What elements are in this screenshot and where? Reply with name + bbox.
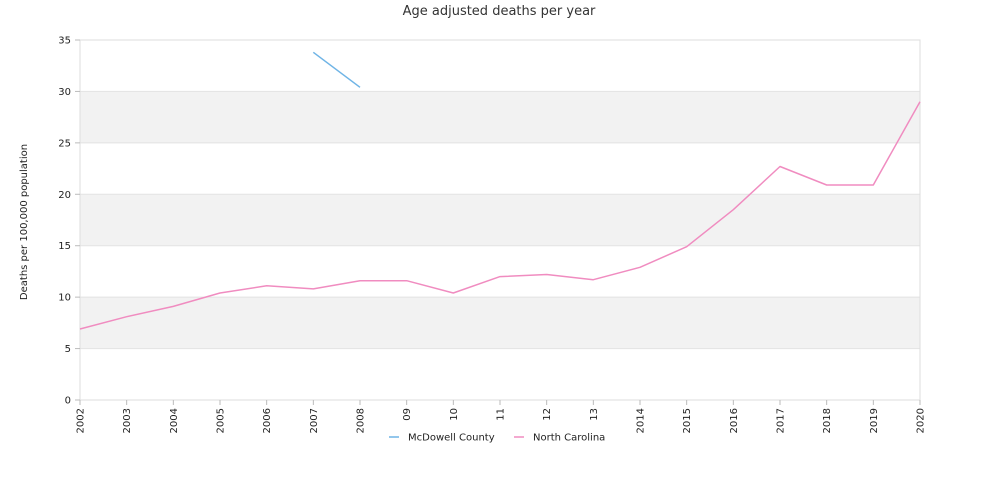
y-tick-label: 0 [65,396,71,407]
x-tick-label: 2005 [216,408,227,433]
x-tick-label: 2014 [636,408,647,433]
x-tick-label: 10 [449,408,460,421]
x-tick-label: 2008 [356,408,367,433]
x-tick-label: 11 [496,408,507,421]
x-tick-label: 2018 [822,408,833,433]
x-tick-label: 2003 [122,408,133,433]
grid-band [80,348,920,400]
legend-label: McDowell County [408,433,495,444]
chart-title: Age adjusted deaths per year [403,4,596,19]
grid-band [80,91,920,143]
x-tick-label: 2006 [262,408,273,433]
x-tick-label: 2016 [729,408,740,433]
grid-bands [80,40,920,400]
x-tick-label: 2007 [309,408,320,433]
legend: McDowell County North Carolina [389,433,605,444]
x-tick-label: 2019 [869,408,880,433]
grid-band [80,245,920,298]
y-tick-label: 35 [58,36,71,47]
grid-lines [80,39,920,401]
x-tick-label: 2002 [76,408,87,433]
y-axis-ticks: 0 5 10 15 20 25 30 35 [58,36,80,407]
y-axis-label: Deaths per 100,000 population [19,144,30,300]
x-tick-label: 2015 [682,408,693,433]
x-tick-label: 2017 [776,408,787,433]
grid-band [80,297,920,349]
x-tick-label: 09 [402,408,413,421]
x-tick-label: 2004 [169,408,180,433]
legend-label: North Carolina [533,433,605,444]
x-axis-ticks: 2002 2003 2004 2005 2006 2007 2008 09 10 11 12 13 20… [76,400,927,433]
x-tick-label: 2020 [916,408,927,433]
series-line-north-carolina [79,101,921,330]
series-line-mcdowell-county [312,51,361,88]
series-layer [79,51,921,330]
y-tick-label: 10 [58,293,71,304]
y-tick-label: 5 [65,344,71,355]
grid-band [80,142,920,195]
grid-band [80,40,920,92]
y-tick-label: 20 [58,190,71,201]
y-tick-label: 25 [58,138,71,149]
y-tick-label: 30 [58,87,71,98]
grid-band [80,194,920,246]
x-tick-label: 12 [542,408,553,421]
y-tick-label: 15 [58,241,71,252]
x-tick-label: 13 [589,408,600,421]
